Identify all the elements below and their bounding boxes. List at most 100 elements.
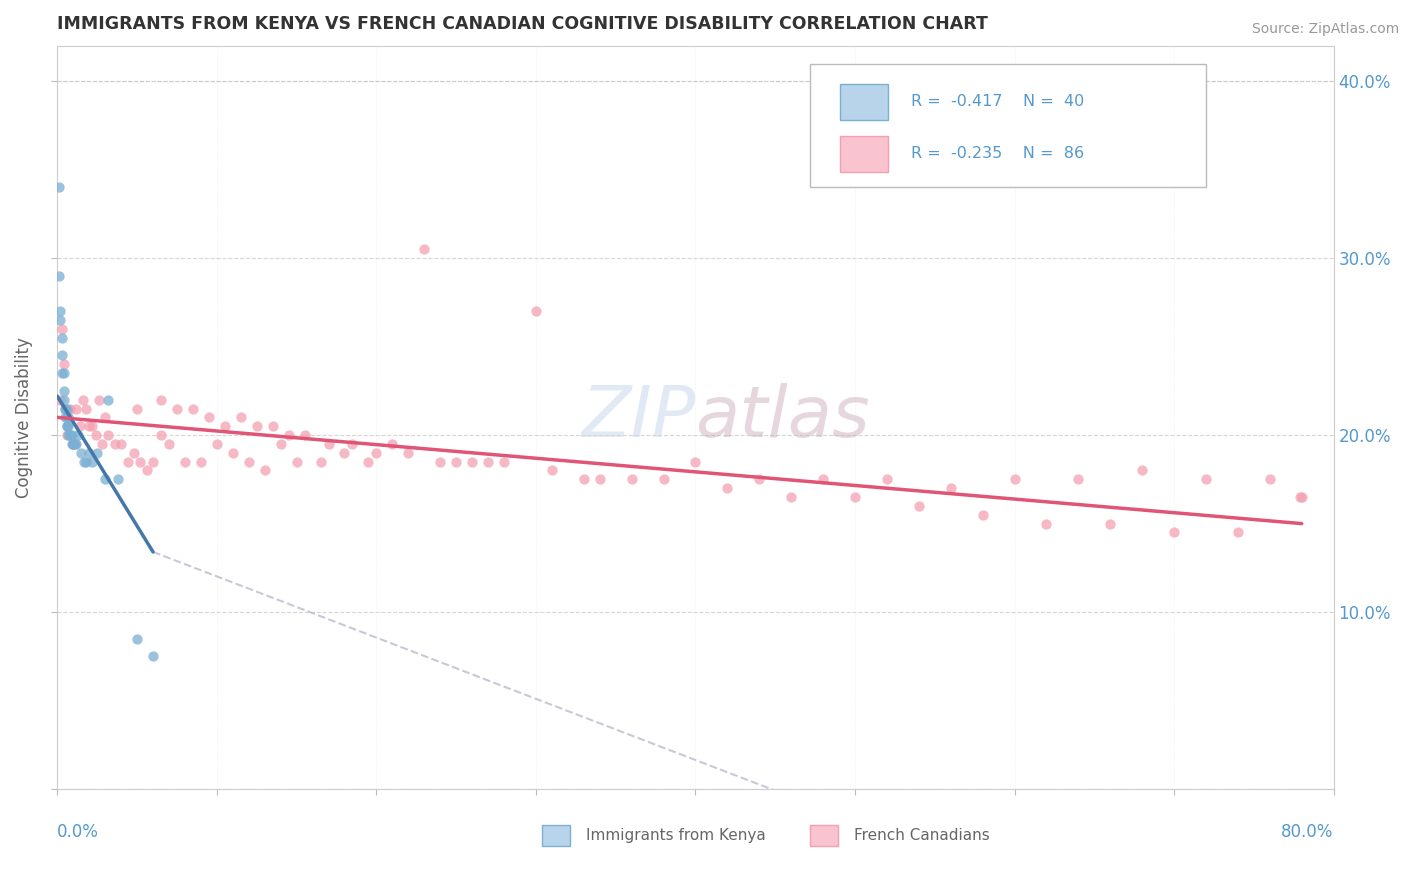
Point [53,401,76,416]
Point [253,463,276,477]
Point [52,392,75,407]
Point [67,428,90,442]
Text: Immigrants from Kenya: Immigrants from Kenya [586,828,765,843]
Point [60,428,83,442]
Point [780,490,803,504]
Point [84,428,107,442]
Point [748,472,770,486]
Point [52,366,75,380]
Point [56,419,79,434]
Text: atlas: atlas [696,383,870,452]
Point [277,428,299,442]
Point [60,437,83,451]
Point [107,472,129,486]
Point [52,384,75,398]
Text: 80.0%: 80.0% [1281,822,1334,840]
Point [972,508,994,522]
Point [63,437,86,451]
Point [77,446,100,460]
Point [56,428,79,442]
Point [1130,463,1153,477]
Text: Source: ZipAtlas.com: Source: ZipAtlas.com [1251,22,1399,37]
Point [117,455,139,469]
Point [1099,516,1122,531]
Point [51,322,73,336]
Text: ZIP: ZIP [581,383,696,452]
Point [541,463,564,477]
Point [49,313,72,327]
Point [150,392,173,407]
Bar [810,825,838,846]
Point [270,437,292,451]
Point [49,304,72,318]
Point [190,455,212,469]
Point [294,428,316,442]
Point [82,419,104,434]
Point [492,455,515,469]
Point [222,446,245,460]
Point [342,437,364,451]
Point [262,419,284,434]
Text: IMMIGRANTS FROM KENYA VS FRENCH CANADIAN COGNITIVE DISABILITY CORRELATION CHART: IMMIGRANTS FROM KENYA VS FRENCH CANADIAN… [58,15,988,33]
FancyBboxPatch shape [810,64,1206,187]
Point [65,401,87,416]
Point [56,419,79,434]
Bar [839,136,889,171]
Point [52,357,75,371]
Point [56,410,79,425]
Point [48,180,70,194]
Point [1289,490,1312,504]
Text: French Canadians: French Canadians [853,828,990,843]
Point [1067,472,1090,486]
Point [357,455,380,469]
Point [1035,516,1057,531]
Y-axis label: Cognitive Disability: Cognitive Disability [15,337,32,498]
Point [229,410,252,425]
Point [318,437,340,451]
Point [51,348,73,362]
Point [91,437,114,451]
Point [58,419,80,434]
Bar [543,825,571,846]
Point [86,446,108,460]
Point [381,437,404,451]
Text: R =  -0.235    N =  86: R = -0.235 N = 86 [911,146,1084,161]
Point [53,401,76,416]
Point [75,401,97,416]
Point [524,304,547,318]
Point [62,437,84,451]
Point [461,455,484,469]
Point [181,401,204,416]
Point [129,455,152,469]
Point [238,455,260,469]
Point [110,437,132,451]
Point [104,437,127,451]
Point [1163,525,1185,540]
Point [1291,490,1313,504]
Point [413,242,436,256]
Point [844,490,866,504]
Bar [839,84,889,120]
Point [246,419,269,434]
Point [62,437,84,451]
Point [716,481,738,495]
Point [589,472,612,486]
Point [69,419,91,434]
Point [51,366,73,380]
Point [620,472,643,486]
Point [53,410,76,425]
Point [396,446,419,460]
Point [94,410,117,425]
Point [77,419,100,434]
Point [58,410,80,425]
Point [908,499,931,513]
Point [56,401,79,416]
Point [49,392,72,407]
Point [174,455,197,469]
Point [59,401,82,416]
Point [70,446,93,460]
Point [157,437,180,451]
Point [97,392,120,407]
Point [75,455,97,469]
Point [366,446,388,460]
